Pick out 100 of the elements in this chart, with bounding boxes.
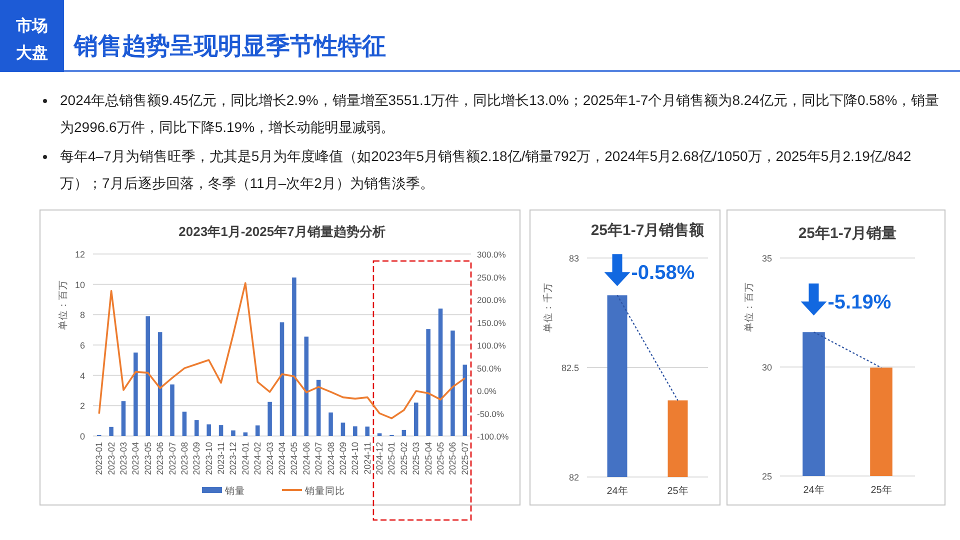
y-tick-label: 6 xyxy=(80,340,85,350)
y-tick-label: 82 xyxy=(568,472,579,482)
y2-tick-label: 50.0% xyxy=(477,363,502,374)
x-tick-label: 2024-09 xyxy=(338,442,348,476)
x-tick-label: 2023-05 xyxy=(142,442,153,476)
bar xyxy=(255,425,260,436)
y-tick-label: 30 xyxy=(762,362,772,372)
x-tick-label: 2024-04 xyxy=(277,442,287,476)
y-tick-label: 4 xyxy=(80,370,85,381)
bar xyxy=(206,424,211,436)
y-tick-label: 8 xyxy=(80,310,85,320)
y-tick-label: 83 xyxy=(568,254,579,264)
x-tick-label: 2024-02 xyxy=(252,442,263,476)
x-tick-label: 2024-08 xyxy=(326,442,336,476)
bar xyxy=(340,422,346,436)
x-tick-label: 2024-05 xyxy=(289,442,300,476)
bar xyxy=(304,336,309,436)
x-tick-label: 2023-09 xyxy=(192,442,202,476)
y2-tick-label: -100.0% xyxy=(477,432,510,442)
x-tick-label: 2023-08 xyxy=(179,442,190,476)
x-tick-label: 2023-11 xyxy=(216,442,226,474)
legend-label: 销量 xyxy=(224,486,245,497)
x-tick-label: 2025-05 xyxy=(436,442,446,476)
bar xyxy=(243,432,248,436)
y2-tick-label: -50.0% xyxy=(477,408,504,419)
bar xyxy=(109,426,114,436)
bar xyxy=(402,430,406,436)
annotation: -5.19% xyxy=(828,292,892,314)
bar xyxy=(170,384,174,436)
bar xyxy=(328,412,333,436)
bar xyxy=(365,426,370,436)
x-tick-label: 2024-11 xyxy=(362,442,372,474)
x-tick-label: 2025-02 xyxy=(398,442,409,476)
y-tick-label: 25 xyxy=(762,472,772,482)
x-tick-label: 2025-04 xyxy=(423,442,434,476)
x-tick-label: 2023-06 xyxy=(155,442,166,476)
bar xyxy=(316,380,321,436)
x-tick-label: 2023-02 xyxy=(106,442,116,476)
x-tick-label: 25年 xyxy=(667,485,688,497)
bar xyxy=(462,364,468,436)
x-tick-label: 2025-03 xyxy=(411,442,422,476)
bar xyxy=(280,322,284,436)
text: 销售趋势呈现明显季节性特征 xyxy=(73,33,386,60)
bar xyxy=(353,426,358,436)
bar xyxy=(438,308,443,436)
text: 每年4–7月为销售旺季，尤其是5月为年度峰值（如2023年5月销售额2.18亿/销量792万，2024年5月2.68亿/1050万，2025年5月2.19亿/842万）；7月后逐步回落，冬季（11月–次年2月）为销售淡季。 xyxy=(60,147,912,193)
x-tick-label: 2025-06 xyxy=(448,442,458,476)
text: 2024年总销售额9.45亿元，同比增长2.9%，销量增至3551.1万件，同比增长13.0%；2025年1-7个月销售额为8.24亿元，同比下降0.58%，销量为2996.6万件，同比下降5.19%，增长动能明显减弱。 xyxy=(60,91,940,137)
x-tick-label: 24年 xyxy=(606,485,628,497)
y2-tick-label: 150.0% xyxy=(477,318,506,328)
x-tick-label: 2024-07 xyxy=(314,442,324,476)
annotation: -0.58% xyxy=(631,262,695,284)
x-tick-label: 2025-07 xyxy=(460,442,470,476)
y-tick-label: 0 xyxy=(80,432,85,442)
x-tick-label: 2024-10 xyxy=(350,442,360,476)
y-tick-label: 10 xyxy=(74,280,85,290)
y-tick-label: 2 xyxy=(80,401,85,412)
x-tick-label: 2024-12 xyxy=(374,442,385,476)
y-axis-title: 单位：百万 xyxy=(743,282,755,332)
bar xyxy=(450,330,455,436)
x-tick-label: 2023-03 xyxy=(118,442,128,476)
y-axis-title: 单位：百万 xyxy=(57,280,69,330)
x-tick-label: 2024-06 xyxy=(301,442,312,476)
x-tick-label: 2024-01 xyxy=(240,442,250,476)
text: 市场大盘 xyxy=(15,17,48,62)
x-tick-label: 2023-01 xyxy=(94,442,104,476)
y-tick-label: 82.5 xyxy=(561,363,579,373)
x-tick-label: 25年 xyxy=(870,484,892,496)
x-tick-label: 2023-10 xyxy=(204,442,214,476)
x-tick-label: 2025-01 xyxy=(386,442,397,476)
x-tick-label: 24年 xyxy=(803,484,824,496)
bar xyxy=(158,332,162,436)
bar xyxy=(182,412,187,436)
x-tick-label: 2024-03 xyxy=(264,442,275,476)
bar xyxy=(146,316,150,436)
bar xyxy=(268,402,272,436)
chart-title: 25年1-7月销量 xyxy=(798,225,897,242)
y2-tick-label: 250.0% xyxy=(477,272,506,282)
legend-label: 销量同比 xyxy=(304,485,345,497)
x-tick-label: 2023-07 xyxy=(167,442,178,476)
y2-tick-label: 200.0% xyxy=(477,295,506,305)
bar xyxy=(414,402,418,436)
bar xyxy=(292,278,296,436)
x-tick-label: 2023-04 xyxy=(130,442,141,476)
bar xyxy=(426,329,430,436)
x-tick-label: 2023-12 xyxy=(228,442,238,476)
chart-title: 25年1-7月销售额 xyxy=(590,221,706,239)
chart-title: 2023年1月-2025年7月销量趋势分析 xyxy=(178,224,386,239)
bar xyxy=(134,352,138,436)
y-tick-label: 12 xyxy=(74,250,85,260)
y-axis-title: 单位：千万 xyxy=(542,282,554,332)
line-series xyxy=(98,282,466,420)
bar xyxy=(194,420,199,436)
y2-tick-label: 100.0% xyxy=(477,340,506,350)
y2-tick-label: 0.0% xyxy=(477,386,497,396)
bar xyxy=(218,425,224,436)
y2-tick-label: 300.0% xyxy=(477,250,506,260)
bar xyxy=(231,430,236,436)
y-tick-label: 35 xyxy=(762,254,772,264)
bar xyxy=(121,401,126,436)
